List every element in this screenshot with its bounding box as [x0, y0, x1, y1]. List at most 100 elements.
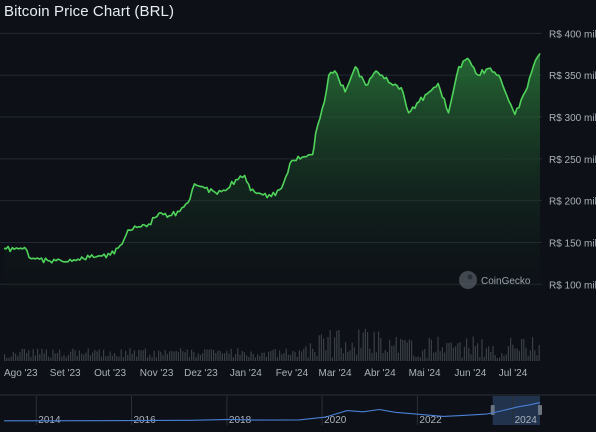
volume-bar: [235, 354, 237, 361]
volume-bar: [76, 355, 78, 361]
volume-bar: [296, 356, 298, 361]
volume-bar: [228, 353, 230, 361]
volume-bar: [263, 352, 265, 361]
volume-bar: [116, 356, 118, 361]
volume-bar: [435, 351, 437, 361]
volume-bar: [536, 355, 538, 361]
navigator[interactable]: 2014 2016 2018 2020 2022 2024: [0, 394, 596, 426]
volume-bar: [334, 337, 336, 361]
volume-bar: [463, 346, 465, 361]
volume-bar: [98, 349, 100, 361]
volume-bar: [474, 345, 476, 361]
volume-bar: [327, 337, 329, 361]
price-area: [3, 52, 541, 297]
volume-bar: [177, 352, 179, 361]
volume-bar: [309, 343, 311, 361]
navigator-right-handle[interactable]: [538, 405, 542, 415]
x-tick-label: Jun '24: [454, 368, 486, 379]
volume-bar: [472, 336, 474, 361]
navigator-year-label: 2018: [229, 415, 252, 426]
volume-bar: [485, 348, 487, 361]
volume-bar: [455, 346, 457, 361]
volume-bar: [367, 332, 369, 361]
volume-bar: [516, 348, 518, 361]
volume-bar: [122, 357, 124, 361]
volume-bar: [188, 356, 190, 361]
x-tick-label: Set '23: [50, 368, 81, 379]
volume-bar: [428, 338, 430, 361]
y-tick-label: R$ 400 mil: [549, 29, 596, 40]
volume-bar: [26, 353, 28, 361]
volume-bar: [107, 356, 109, 361]
volume-bar: [408, 339, 410, 361]
volume-bar: [494, 355, 496, 361]
volume-bar: [512, 344, 514, 361]
price-series-line[interactable]: [3, 52, 541, 264]
volume-bar: [446, 342, 448, 361]
volume-bar: [17, 356, 19, 361]
volume-bar: [481, 339, 483, 361]
x-tick-label: Ago '23: [4, 368, 38, 379]
volume-bar: [285, 348, 287, 361]
volume-bar: [52, 349, 54, 361]
volume-bar: [287, 354, 289, 361]
y-tick-label: R$ 150 mil: [549, 238, 596, 249]
navigator-year-label: 2022: [419, 415, 442, 426]
volume-bar: [195, 357, 197, 361]
volume-bar: [364, 329, 366, 361]
volume-bar: [259, 356, 261, 361]
volume-bar: [6, 358, 8, 361]
volume-bar: [100, 356, 102, 361]
navigator-history-line: [3, 402, 541, 422]
volume-bar: [514, 348, 516, 361]
volume-bar: [127, 355, 129, 361]
volume-bar: [197, 353, 199, 361]
watermark: CoinGecko: [459, 271, 531, 289]
volume-bar: [301, 351, 303, 361]
volume-bar: [527, 355, 529, 361]
volume-bar: [19, 351, 21, 361]
volume-bar: [371, 352, 373, 361]
volume-bar: [153, 350, 155, 361]
volume-bar: [155, 357, 157, 361]
volume-bar: [314, 351, 316, 361]
volume-bar: [191, 349, 193, 361]
volume-bar: [41, 348, 43, 361]
volume-bar: [162, 355, 164, 361]
volume-bar: [237, 348, 239, 361]
volume-bar: [468, 348, 470, 361]
volume-bar: [252, 353, 254, 361]
volume-bar: [283, 353, 285, 361]
volume-bar: [279, 350, 281, 361]
volume-bar: [270, 351, 272, 361]
volume-bar: [505, 354, 507, 361]
volume-bar: [375, 352, 377, 361]
volume-bar: [415, 357, 417, 361]
volume-bar: [340, 347, 342, 361]
volume-bar: [529, 350, 531, 361]
volume-bar: [182, 351, 184, 361]
volume-bar: [305, 346, 307, 361]
volume-bar: [316, 355, 318, 361]
volume-bar: [395, 337, 397, 361]
volume-bar: [224, 353, 226, 361]
volume-bar: [114, 353, 116, 361]
volume-bar: [437, 336, 439, 361]
volume-bar: [373, 331, 375, 361]
volume-bar: [382, 353, 384, 361]
volume-bar: [448, 342, 450, 361]
volume-bar: [169, 351, 171, 361]
volume-bar: [129, 348, 131, 361]
volume-bar: [120, 349, 122, 361]
volume-bar: [50, 357, 52, 361]
volume-bar: [72, 348, 74, 361]
volume-bar: [356, 354, 358, 361]
volume-bar: [56, 353, 58, 361]
volume-bar: [329, 330, 331, 361]
volume-bar: [534, 350, 536, 361]
volume-bar: [459, 342, 461, 361]
volume-bar: [109, 351, 111, 361]
watermark-text: CoinGecko: [481, 276, 531, 287]
volume-bar: [276, 357, 278, 361]
